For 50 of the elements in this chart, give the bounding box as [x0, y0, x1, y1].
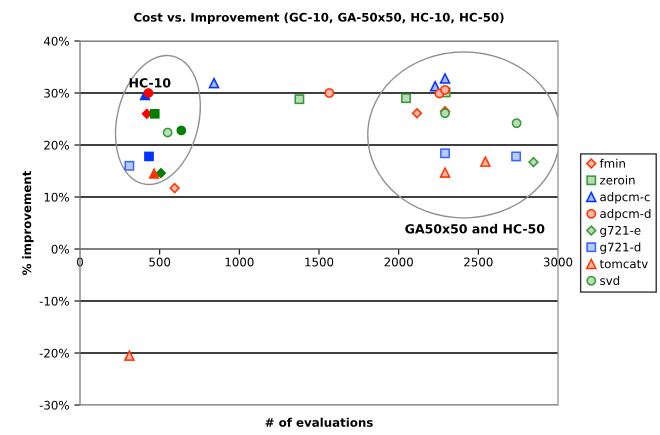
legend-label: adpcm-d [600, 208, 650, 220]
point [144, 152, 154, 162]
point [208, 78, 220, 88]
point [144, 88, 154, 98]
point [124, 350, 135, 361]
legend-label: svd [600, 276, 620, 286]
point [169, 182, 180, 194]
x-axis-title: # of evaluations [265, 418, 373, 427]
y-tick-label: 0% [52, 244, 69, 254]
point [511, 152, 522, 162]
y-tick-label: 40% [44, 36, 69, 46]
point [150, 108, 160, 119]
point [294, 94, 304, 104]
legend-label: adpcm-c [600, 192, 650, 204]
point [440, 167, 450, 178]
y-tick-label: 20% [44, 140, 69, 150]
y-tick-label: 30% [44, 88, 69, 98]
annotation: HC-10 [130, 78, 170, 88]
y-tick-label: 10% [44, 192, 69, 202]
legend-label: fmin [600, 158, 625, 168]
chart-title: Cost vs. Improvement (GC-10, GA-50x50, HC-10, HC-50) [134, 12, 504, 24]
x-tick-label: 2500 [464, 258, 493, 266]
legend-label: tomcatv [600, 260, 648, 268]
point [412, 108, 422, 118]
point [162, 128, 173, 138]
point [124, 160, 134, 171]
legend-label: g721-e [600, 226, 640, 238]
legend-label: g721-d [600, 242, 640, 254]
point [512, 118, 522, 128]
point [156, 168, 166, 178]
x-tick-label: 1500 [305, 258, 334, 266]
y-tick-label: -30% [40, 400, 69, 410]
annotation: GA50x50 and HC-50 [405, 224, 544, 234]
y-tick-label: -20% [40, 348, 69, 358]
legend-label: zeroin [600, 175, 635, 185]
point [176, 126, 186, 136]
x-tick-label: 500 [149, 258, 170, 266]
point [401, 93, 411, 104]
point [440, 148, 450, 158]
y-axis-title: % improvement [22, 170, 34, 275]
point [440, 73, 450, 84]
x-tick-label: 3000 [544, 258, 572, 266]
point [324, 88, 334, 98]
x-tick-label: 2000 [384, 258, 413, 266]
point [480, 156, 491, 167]
x-tick-label: 1000 [226, 258, 254, 266]
y-tick-label: -10% [40, 296, 69, 306]
point [528, 156, 539, 168]
point [440, 84, 450, 95]
point [148, 168, 160, 179]
